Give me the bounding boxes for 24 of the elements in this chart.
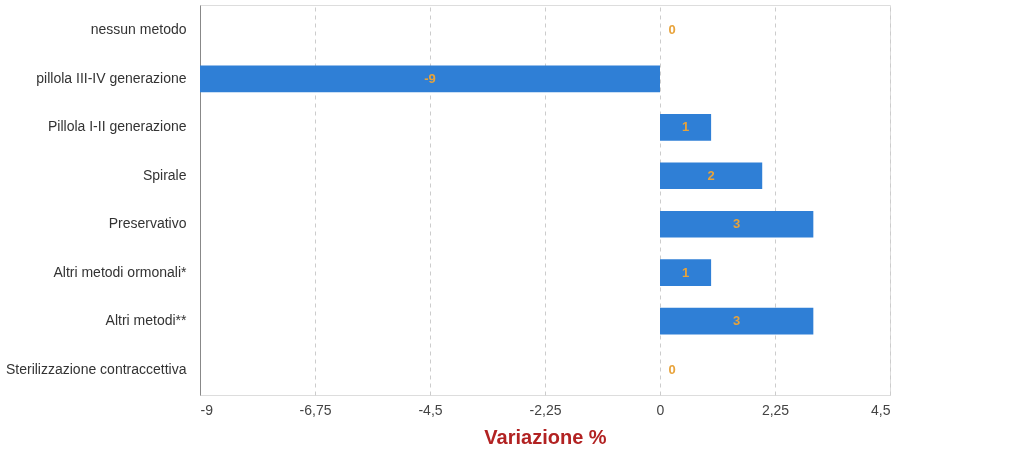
y-tick-label: Altri metodi ormonali* xyxy=(53,263,188,280)
y-tick-label: nessun metodo xyxy=(90,21,187,38)
data-label: -9 xyxy=(424,70,436,86)
data-label: 2 xyxy=(707,167,715,183)
x-tick-label: -4,5 xyxy=(418,401,443,418)
data-label: 3 xyxy=(733,216,741,232)
data-label: 3 xyxy=(733,313,741,329)
x-axis-title: Variazione % xyxy=(484,425,607,448)
x-tick-label: -6,75 xyxy=(299,401,332,418)
y-tick-label: Altri metodi** xyxy=(105,312,188,329)
data-label: 0 xyxy=(668,22,676,38)
x-tick-label: 4,5 xyxy=(871,401,891,418)
data-label: 0 xyxy=(668,361,676,377)
y-tick-label: pillola III-IV generazione xyxy=(36,69,187,86)
y-tick-label: Spirale xyxy=(142,166,187,183)
data-label: 1 xyxy=(681,119,690,135)
x-tick-label: 2,25 xyxy=(761,401,790,418)
y-tick-label: Preservativo xyxy=(108,215,187,232)
x-tick-label: -9 xyxy=(200,401,214,418)
x-tick-label: 0 xyxy=(656,401,665,418)
y-tick-label: Pillola I-II generazione xyxy=(47,118,187,135)
x-tick-label: -2,25 xyxy=(529,401,562,418)
y-tick-label: Sterilizzazione contraccettiva xyxy=(5,360,187,377)
data-label: 1 xyxy=(681,264,690,280)
